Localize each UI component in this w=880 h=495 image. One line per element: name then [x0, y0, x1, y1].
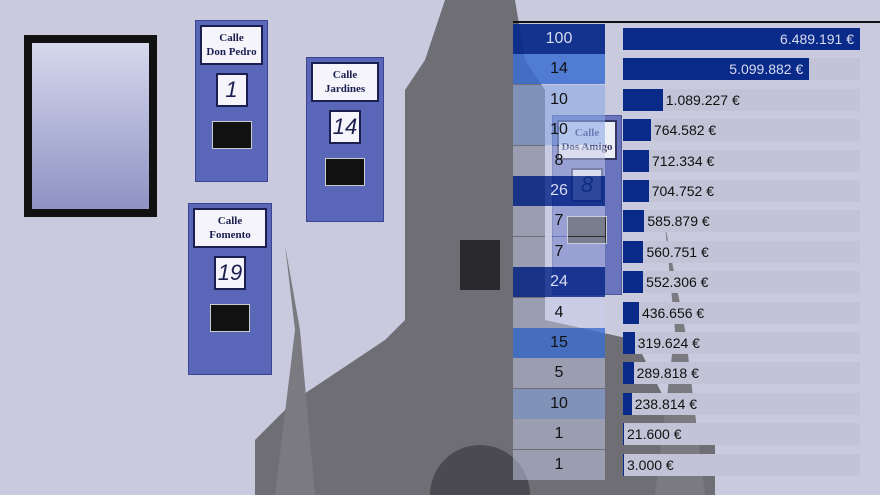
value-label: 3.000 € — [627, 456, 674, 473]
bar-track: 6.489.191 € — [623, 28, 860, 50]
count-cell: 10 — [513, 388, 605, 419]
bar — [623, 210, 645, 233]
value-label: 552.306 € — [646, 274, 709, 291]
bar-track: 289.818 € — [623, 362, 860, 385]
count-cell: 7 — [513, 236, 605, 267]
chart-row: 4 436.656 € — [513, 297, 880, 328]
chart-row: 1 21.600 € — [513, 419, 880, 450]
chart-row: 24 552.306 € — [513, 267, 880, 298]
chart-row: 100 6.489.191 € — [513, 24, 880, 54]
count-cell: 24 — [513, 267, 605, 298]
count-cell: 26 — [513, 176, 605, 206]
bar — [623, 119, 651, 142]
value-label: 6.489.191 € — [780, 31, 854, 47]
bar — [623, 88, 663, 111]
count-cell: 1 — [513, 419, 605, 450]
bar-track: 3.000 € — [623, 453, 860, 476]
value-label: 289.818 € — [636, 365, 699, 382]
count-cell: 7 — [513, 206, 605, 237]
bar — [623, 392, 632, 415]
bar-track: 21.600 € — [623, 423, 860, 446]
value-label: 712.334 € — [652, 152, 715, 169]
bar-track: 1.089.227 € — [623, 88, 860, 111]
count-cell: 15 — [513, 328, 605, 358]
value-label: 764.582 € — [653, 122, 717, 139]
sign-line1: Calle — [332, 69, 358, 81]
bar — [623, 271, 644, 294]
bar — [623, 58, 810, 81]
count-cell: 14 — [513, 54, 605, 85]
sign-line2: Fomento — [209, 229, 251, 241]
value-label: 319.624 € — [637, 335, 700, 351]
street-sign-don-pedro: Calle Don Pedro 1 — [195, 20, 268, 182]
bar — [623, 149, 650, 172]
value-label: 1.089.227 € — [665, 91, 740, 108]
sign-line1: Calle — [217, 215, 243, 227]
chart-row: 10 1.089.227 € — [513, 84, 880, 115]
bar — [623, 240, 644, 263]
bar-track: 436.656 € — [623, 301, 860, 324]
chart-row: 14 5.099.882 € — [513, 54, 880, 85]
count-cell: 1 — [513, 449, 605, 480]
chart-row: 15 319.624 € — [513, 328, 880, 358]
bar-track: 585.879 € — [623, 210, 860, 233]
count-cell: 4 — [513, 297, 605, 328]
value-label: 5.099.882 € — [729, 61, 804, 78]
bar — [623, 28, 860, 50]
street-sign-fomento: Calle Fomento 19 — [188, 203, 272, 375]
bar — [623, 453, 624, 476]
bar — [623, 332, 635, 354]
sign-line2: Jardines — [324, 83, 366, 95]
count-cell: 10 — [513, 115, 605, 146]
bar — [623, 301, 639, 324]
sign-number: 1 — [215, 73, 248, 107]
count-cell: 8 — [513, 145, 605, 176]
value-label: 704.752 € — [651, 183, 715, 199]
bar — [623, 423, 624, 446]
bar-track: 704.752 € — [623, 180, 860, 202]
chart-row: 7 560.751 € — [513, 236, 880, 267]
chart-row: 7 585.879 € — [513, 206, 880, 237]
count-cell: 100 — [513, 24, 605, 54]
street-sign-jardines: Calle Jardines 14 — [306, 57, 384, 222]
bar-track: 238.814 € — [623, 392, 860, 415]
bar-track: 712.334 € — [623, 149, 860, 172]
count-cell: 10 — [513, 84, 605, 115]
framed-portrait — [24, 35, 157, 217]
bar-track: 560.751 € — [623, 240, 860, 263]
value-label: 238.814 € — [634, 395, 698, 412]
bar-track: 5.099.882 € — [623, 58, 860, 81]
sign-line2: Don Pedro — [206, 46, 257, 58]
bar-track: 319.624 € — [623, 332, 860, 354]
chart-top-rule — [513, 21, 880, 23]
chart-row: 26 704.752 € — [513, 176, 880, 206]
count-cell: 5 — [513, 358, 605, 389]
chart-row: 5 289.818 € — [513, 358, 880, 389]
chart-row: 10 238.814 € — [513, 388, 880, 419]
sign-number: 14 — [329, 110, 361, 144]
chart-row: 1 3.000 € — [513, 449, 880, 480]
bar-track: 552.306 € — [623, 271, 860, 294]
chart-row: 8 712.334 € — [513, 145, 880, 176]
bar-track: 764.582 € — [623, 119, 860, 142]
value-label: 436.656 € — [641, 304, 705, 321]
chart-row: 10 764.582 € — [513, 115, 880, 146]
sign-number: 19 — [214, 256, 246, 290]
bar — [623, 362, 634, 385]
value-label: 560.751 € — [646, 243, 709, 260]
value-label: 21.600 € — [627, 426, 682, 443]
sign-line1: Calle — [219, 32, 244, 44]
value-label: 585.879 € — [647, 213, 710, 230]
bar — [623, 180, 649, 202]
